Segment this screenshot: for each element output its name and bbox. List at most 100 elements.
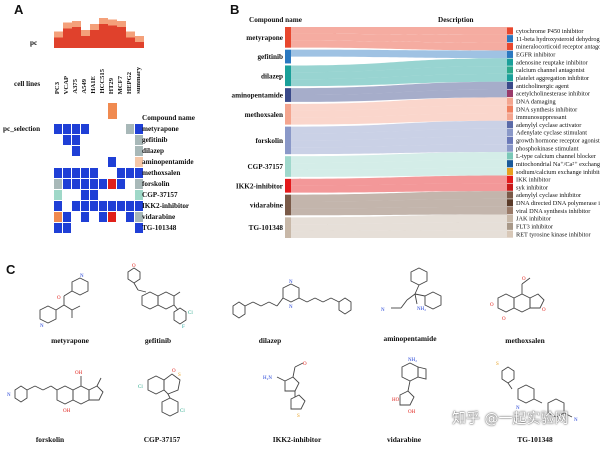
sankey-flow (291, 105, 507, 118)
sankey-left-label: dilazep (261, 72, 283, 80)
sankey-desc-node (507, 74, 513, 82)
heatmap-cell (72, 201, 80, 211)
heatmap-cell (126, 190, 134, 200)
sankey-desc-label: Adenylate cyclase stimulant (516, 130, 587, 137)
sankey-flow (291, 206, 507, 216)
sankey-left-label: IKK2-inhibitor (236, 182, 284, 190)
heatmap-cell (54, 124, 62, 134)
heatmap-label-vidarabine: vidarabine (142, 213, 176, 221)
heatmap-cell (90, 201, 98, 211)
cell-lines-label: cell lines (14, 80, 41, 88)
heatmap-cell (90, 146, 98, 156)
structure-label-tg-101348: TG-101348 (517, 435, 553, 444)
structure-label-cgp-37157: CGP-37157 (143, 435, 181, 444)
heatmap-cell (108, 157, 116, 167)
heatmap-cell (135, 223, 143, 233)
sankey-flow (291, 112, 507, 125)
heatmap-cell (54, 135, 62, 145)
heatmap-cell (126, 212, 134, 222)
svg-text:OH: OH (75, 371, 83, 376)
svg-text:N: N (289, 305, 293, 310)
sankey-flow (291, 183, 507, 193)
heatmap-cell (108, 135, 116, 145)
heatmap-cell (54, 168, 62, 178)
sankey-desc-label: viral DNA synthesis inhibitor (516, 208, 591, 215)
sankey-flow (291, 81, 507, 96)
watermark: 知乎 @一起实验网 (452, 411, 569, 427)
heatmap-cell (126, 168, 134, 178)
sankey-flow (291, 136, 507, 148)
sankey-node-tg-101348 (285, 217, 291, 238)
heatmap-cell (63, 190, 71, 200)
heatmap-cell (72, 146, 80, 156)
heatmap-label-aminopentamide: aminopentamide (142, 158, 194, 166)
sankey-desc-label: anticholinergic agent (516, 83, 569, 90)
heatmap-cell (135, 212, 143, 222)
sankey-desc-label: DNA damaging (516, 98, 557, 105)
pc-bar-8 (126, 31, 135, 48)
sankey-flow (291, 66, 507, 80)
sankey-node-forskolin (285, 126, 291, 155)
heatmap-cell (126, 135, 134, 145)
heatmap-cell (117, 168, 125, 178)
heatmap-cell (54, 146, 62, 156)
sankey-desc-label: syk inhibitor (516, 184, 549, 191)
sankey-flow (291, 49, 507, 59)
svg-text:S: S (297, 414, 300, 419)
sankey-desc-label: platelet aggregation inhibitor (516, 75, 590, 82)
forskolin-structure: N OH OH (7, 371, 104, 414)
sankey-flow (291, 27, 507, 35)
structure-label-gefitinib: gefitinib (144, 336, 172, 345)
heatmap-cell (126, 124, 134, 134)
pc-selection-label: pc_selection (3, 125, 41, 133)
vidarabine-structure: NH₂ HO OH (392, 358, 427, 415)
sankey-desc-label: mitochondrial Na⁺/Ca²⁺ exchange (516, 161, 600, 168)
heatmap-cell (63, 212, 71, 222)
sankey-flow (291, 40, 507, 51)
heatmap-cell (117, 223, 125, 233)
heatmap-cell (99, 201, 107, 211)
structure-label-metyrapone: metyrapone (51, 336, 89, 345)
sankey-desc-node (507, 167, 513, 176)
heatmap-label-methoxsalen: methoxsalen (142, 169, 181, 177)
svg-text:S: S (496, 362, 499, 367)
compound-name-header: Compound name (142, 114, 195, 122)
sankey-desc-node (507, 89, 513, 98)
cell-line-hepg2: HEPG2 (126, 72, 133, 94)
sankey-left-label: gefitinib (257, 53, 283, 61)
sankey-desc-label: growth hormone receptor agonist (516, 138, 600, 145)
sankey-desc-label: adenylyl cyclase inhibitor (516, 192, 582, 199)
heatmap-cell (117, 124, 125, 134)
sankey-flow (291, 58, 507, 73)
sankey-desc-node (507, 175, 513, 183)
sankey-flow (291, 175, 507, 186)
heatmap-cell (99, 157, 107, 167)
svg-text:NH₂: NH₂ (417, 307, 426, 312)
sankey-desc-node (507, 128, 513, 137)
heatmap-cell (90, 212, 98, 222)
heatmap-row-labels: metyrapone gefitinib dilazep aminopentamide… (142, 124, 222, 234)
heatmap-cell (81, 223, 89, 233)
heatmap-cell (126, 146, 134, 156)
sankey-flow (291, 97, 507, 111)
pc-bar-1 (63, 22, 72, 48)
svg-text:OH: OH (63, 409, 71, 414)
sankey-desc-node (507, 152, 513, 160)
heatmap-cell (135, 201, 143, 211)
sankey-desc-label: cytochrome P450 inhibitor (516, 28, 584, 35)
aminopentamide-structure: N NH₂ (381, 267, 442, 313)
svg-text:Cl: Cl (188, 311, 193, 316)
heatmap-cell (126, 201, 134, 211)
sankey-left-label: vidarabine (250, 201, 283, 209)
heatmap-cell (108, 179, 116, 189)
sankey-flow (291, 128, 507, 141)
structure-label-ikk2-inhibitor: IKK2-inhibitor (272, 435, 322, 444)
heatmap-cell (108, 223, 116, 233)
sankey-desc-label: acetylcholinesterase inhibitor (516, 91, 591, 98)
sankey-left-label: CGP-37157 (247, 163, 283, 171)
cell-line-a549: A549 (81, 79, 88, 94)
sankey-flow (291, 191, 507, 202)
svg-text:S: S (178, 373, 181, 378)
heatmap-cell (81, 212, 89, 222)
pc-selection-mark (108, 103, 117, 119)
